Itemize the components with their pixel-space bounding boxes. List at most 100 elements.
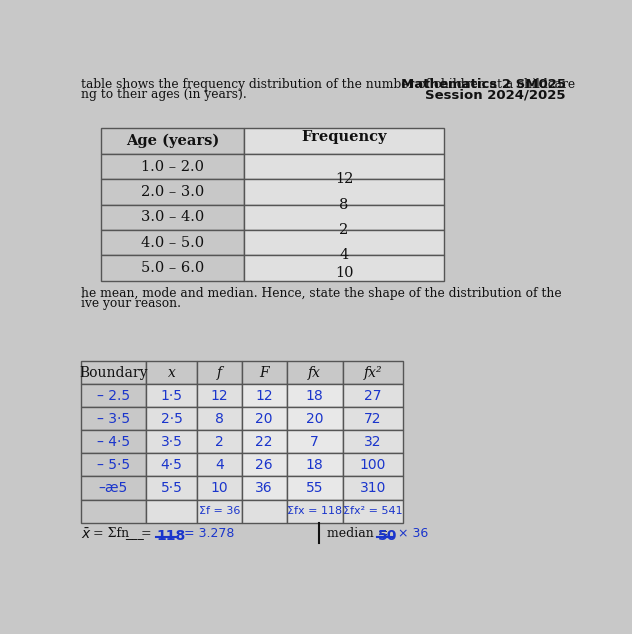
Text: 32: 32 [364,435,382,449]
Bar [244,154,444,179]
Bar [287,477,343,500]
Text: 12: 12 [335,172,353,186]
Text: $\bar{x}$: $\bar{x}$ [80,527,91,542]
Text: 20: 20 [306,411,324,425]
Text: 100: 100 [360,458,386,472]
Bar [80,430,147,453]
Text: 18: 18 [306,458,324,472]
Text: 20: 20 [255,411,273,425]
Text: ng to their ages (in years).: ng to their ages (in years). [80,87,246,101]
Text: 4·5: 4·5 [161,458,183,472]
Text: f: f [217,366,222,380]
Bar [343,361,403,384]
Bar [80,407,147,430]
Bar [287,430,343,453]
Bar [197,361,242,384]
Bar [100,256,244,281]
Bar [147,384,197,407]
Text: 26: 26 [255,458,273,472]
Text: 72: 72 [364,411,382,425]
Bar [100,205,244,230]
Text: table shows the frequency distribution of the number of children at a childcare: table shows the frequency distribution o… [80,77,574,91]
Text: x: x [167,366,176,380]
Bar [147,430,197,453]
Text: ___: ___ [126,527,144,540]
Bar [197,477,242,500]
Bar [147,407,197,430]
Bar [80,361,403,522]
Bar [287,407,343,430]
Bar [80,361,147,384]
Bar [244,179,444,205]
Text: – 4·5: – 4·5 [97,435,130,449]
Text: 118: 118 [157,529,186,543]
Bar [343,407,403,430]
Text: 55: 55 [306,481,324,495]
Text: – 3·5: – 3·5 [97,411,130,425]
Text: fx: fx [308,366,321,380]
Text: 10: 10 [210,481,228,495]
Bar [100,154,244,179]
Text: 4.0 – 5.0: 4.0 – 5.0 [141,236,204,250]
Text: 4: 4 [215,458,224,472]
Bar [242,453,287,477]
Text: × 36: × 36 [398,527,428,540]
Bar [242,407,287,430]
Bar [100,129,444,281]
Text: 310: 310 [360,481,386,495]
Text: Frequency: Frequency [301,131,387,145]
Bar [80,500,147,522]
Text: 1.0 – 2.0: 1.0 – 2.0 [141,160,204,174]
Text: 4: 4 [339,249,349,262]
Text: 18: 18 [306,389,324,403]
Text: 27: 27 [364,389,382,403]
Bar [242,430,287,453]
Text: 2: 2 [215,435,224,449]
Text: – 2.5: – 2.5 [97,389,130,403]
Bar [343,453,403,477]
Text: ive your reason.: ive your reason. [80,297,181,310]
Bar [242,500,287,522]
Text: = Σfn: = Σfn [93,527,129,540]
Text: 7: 7 [310,435,319,449]
Bar [242,384,287,407]
Text: =: = [141,527,152,540]
Text: Age (years): Age (years) [126,134,219,148]
Bar [80,453,147,477]
Text: 8: 8 [215,411,224,425]
Bar [80,384,147,407]
Text: 10: 10 [335,266,353,280]
Bar [343,500,403,522]
Bar [197,430,242,453]
Text: fx²: fx² [363,366,382,380]
Bar [244,129,444,154]
Bar [244,256,444,281]
Bar [244,230,444,256]
Bar [197,453,242,477]
Text: 3.0 – 4.0: 3.0 – 4.0 [141,210,204,224]
Bar [242,361,287,384]
Bar [343,477,403,500]
Bar [197,384,242,407]
Text: 2·5: 2·5 [161,411,183,425]
Text: Mathematics 2 SM025: Mathematics 2 SM025 [401,77,566,91]
Bar [100,179,244,205]
Bar [287,500,343,522]
Text: 12: 12 [210,389,228,403]
Text: 5·5: 5·5 [161,481,183,495]
Text: 22: 22 [255,435,273,449]
Text: 5.0 – 6.0: 5.0 – 6.0 [141,261,204,275]
Bar [197,407,242,430]
Text: F: F [259,366,269,380]
Text: 2: 2 [339,223,349,237]
Bar [147,477,197,500]
Bar [147,453,197,477]
Bar [100,129,244,154]
Bar [147,361,197,384]
Text: – 5·5: – 5·5 [97,458,130,472]
Bar [80,477,147,500]
Text: Session 2024/2025: Session 2024/2025 [425,88,566,101]
Text: 1·5: 1·5 [161,389,183,403]
Bar [343,384,403,407]
Text: 12: 12 [255,389,273,403]
